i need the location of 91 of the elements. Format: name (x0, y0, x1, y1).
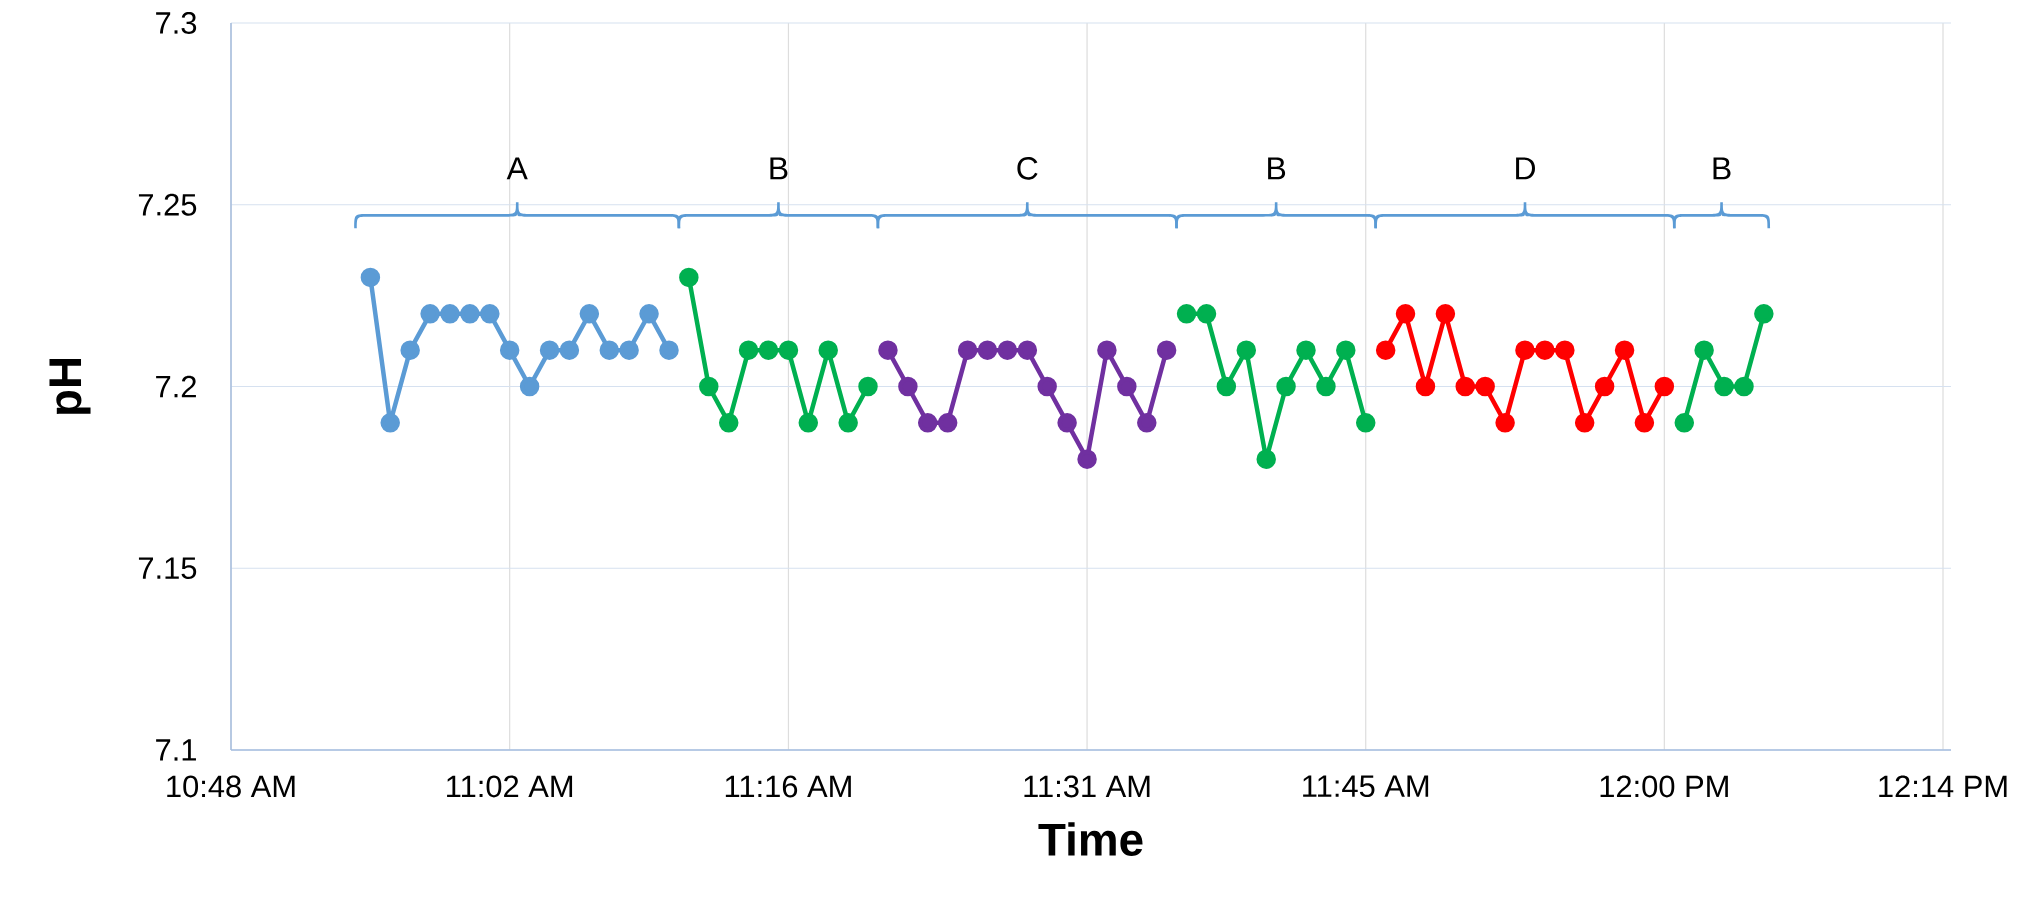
point (440, 304, 460, 324)
point (977, 340, 998, 360)
point (878, 340, 898, 360)
point (1654, 376, 1675, 397)
point (1196, 304, 1217, 324)
point (380, 413, 400, 433)
annotation: A (506, 157, 528, 180)
point (480, 304, 500, 324)
annotation: B (1268, 157, 1286, 180)
x-axis-title: Time (1038, 822, 1143, 856)
point (758, 340, 779, 360)
point (519, 376, 540, 397)
point (1455, 376, 1475, 397)
point (539, 340, 560, 360)
x-tick-label: 11:02 AM (447, 775, 573, 798)
point (619, 340, 639, 360)
point (1594, 376, 1615, 397)
annotation: C (1017, 157, 1038, 180)
point (778, 340, 799, 360)
point (1236, 340, 1257, 360)
point (1117, 376, 1137, 397)
point (917, 413, 938, 433)
point (659, 340, 679, 360)
y-tick-label: 7.25 (138, 193, 197, 216)
x-tick-label: 12:14 PM (1879, 775, 2007, 798)
point (460, 304, 480, 324)
point (1714, 376, 1734, 397)
point (718, 413, 739, 433)
point (957, 340, 978, 360)
point (1555, 340, 1575, 360)
x-tick-label: 11:31 AM (1024, 775, 1150, 798)
annotation: D (1516, 157, 1535, 180)
y-tick-label: 7.2 (156, 375, 196, 398)
point (1574, 413, 1595, 433)
point (1614, 340, 1635, 360)
point (1395, 304, 1416, 324)
point (1256, 449, 1276, 469)
point (1535, 340, 1555, 360)
point (738, 340, 759, 360)
point (1156, 340, 1177, 360)
point (1316, 376, 1336, 397)
point (1037, 376, 1057, 397)
point (639, 304, 659, 324)
point (1634, 413, 1655, 433)
point (898, 376, 918, 397)
point (1057, 413, 1077, 433)
point (838, 413, 858, 433)
point (1216, 376, 1237, 397)
point (1475, 376, 1495, 397)
point (1515, 340, 1535, 360)
point (818, 340, 838, 360)
point (798, 413, 819, 433)
point (858, 376, 878, 397)
point (1674, 413, 1695, 433)
point (1176, 304, 1197, 324)
y-tick-label: 7.1 (156, 739, 196, 761)
point (499, 340, 520, 360)
point (1077, 449, 1097, 469)
point (579, 304, 600, 324)
point (1276, 376, 1296, 397)
point (1296, 340, 1316, 360)
point (1137, 413, 1157, 433)
point (1415, 376, 1436, 397)
annotation: B (770, 157, 788, 180)
point (360, 267, 381, 288)
point (1355, 413, 1376, 433)
point (1336, 340, 1356, 360)
point (559, 340, 580, 360)
x-tick-label: 11:45 AM (1303, 775, 1429, 798)
point (1097, 340, 1117, 360)
point (1495, 413, 1515, 433)
point (1435, 304, 1456, 324)
point (937, 413, 958, 433)
x-tick-label: 10:48 AM (167, 775, 295, 798)
point (1754, 304, 1774, 324)
point (997, 340, 1018, 360)
y-axis-title: pH (49, 359, 91, 415)
point (1734, 376, 1754, 397)
point (1375, 340, 1396, 360)
x-tick-label: 12:00 PM (1600, 775, 1728, 798)
y-tick-label: 7.15 (138, 557, 197, 580)
point (699, 376, 719, 397)
point (599, 340, 620, 360)
point (1694, 340, 1714, 360)
x-tick-label: 11:16 AM (725, 775, 851, 798)
point (1017, 340, 1038, 360)
annotation: B (1713, 157, 1731, 180)
point (679, 267, 699, 288)
y-tick-label: 7.3 (156, 12, 197, 34)
point (420, 304, 440, 324)
point (400, 340, 420, 360)
